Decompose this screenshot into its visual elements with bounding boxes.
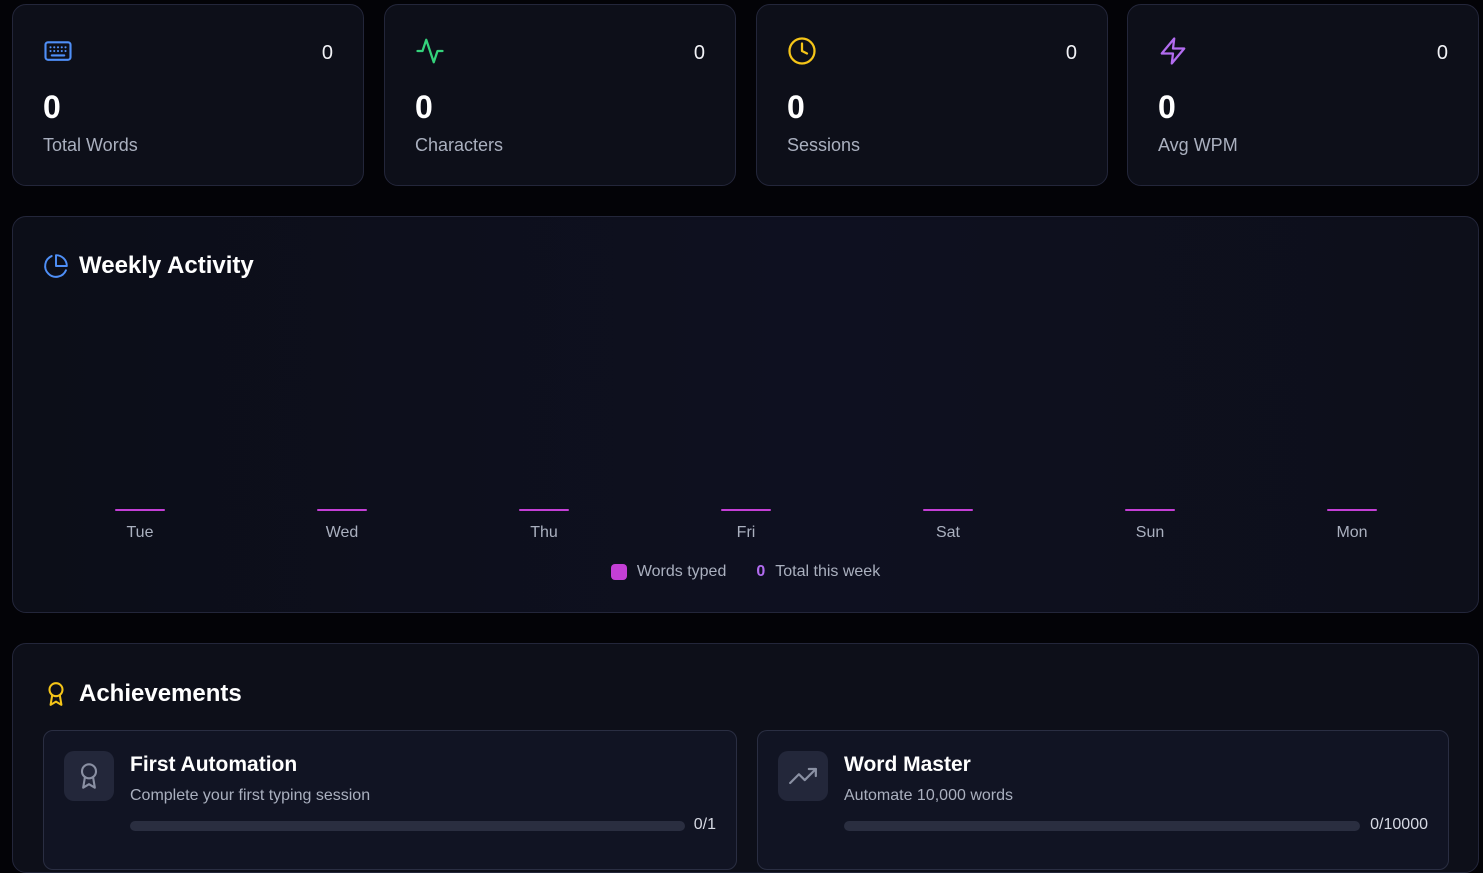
stat-value: 0: [415, 89, 433, 125]
chart-legend: Words typed 0 Total this week: [13, 563, 1478, 581]
stat-label: Sessions: [787, 135, 861, 155]
weekly-activity-title: Weekly Activity: [79, 252, 254, 279]
clock-icon: [787, 36, 817, 66]
chart-bar-sun: [1125, 509, 1175, 511]
chart-tick-label: Thu: [530, 524, 558, 541]
chart-tick-label: Mon: [1336, 524, 1367, 541]
weekly-activity-chart: Tue Wed Thu Fri Sat Sun Mon: [115, 509, 1377, 541]
achievement-description: Automate 10,000 words: [844, 787, 1013, 804]
achievement-progress-bar: [130, 821, 685, 831]
chart-bar-thu: [519, 509, 569, 511]
chart-bar-sat: [923, 509, 973, 511]
chart-bar-tue: [115, 509, 165, 511]
total-this-week-label: Total this week: [775, 563, 881, 580]
legend-swatch: [610, 564, 627, 580]
weekly-activity-header: Weekly Activity: [43, 252, 254, 280]
stat-badge: 0: [1436, 42, 1448, 64]
achievement-progress-bar: [844, 821, 1360, 831]
achievement-first-automation: First Automation Complete your first typ…: [43, 730, 737, 870]
stat-label: Total Words: [43, 135, 138, 155]
keyboard-icon: [43, 36, 73, 66]
achievement-description: Complete your first typing session: [130, 787, 371, 804]
achievement-progress-text: 0/1: [693, 816, 716, 833]
chart-bar-wed: [317, 509, 367, 511]
stat-card-avg-wpm: 0 0 Avg WPM: [1127, 4, 1479, 186]
stat-badge: 0: [693, 42, 705, 64]
stat-label: Avg WPM: [1158, 135, 1238, 155]
stat-value: 0: [1158, 89, 1176, 125]
stat-card-sessions: 0 0 Sessions: [756, 4, 1108, 186]
award-icon: [43, 681, 69, 707]
achievements-card: Achievements First Automation Complete y…: [12, 643, 1479, 873]
weekly-activity-card: Weekly Activity Tue Wed Thu Fri Sat Sun Mon Wo…: [12, 216, 1479, 613]
trending-up-icon: [778, 751, 828, 801]
stat-label: Characters: [415, 135, 504, 155]
activity-icon: [415, 36, 445, 66]
stat-card-total-words: 0 0 Total Words: [12, 4, 364, 186]
chart-bar-fri: [721, 509, 771, 511]
zap-icon: [1158, 36, 1188, 66]
stat-value: 0: [787, 89, 805, 125]
stat-value: 0: [43, 89, 61, 125]
achievement-word-master: Word Master Automate 10,000 words 0/1000…: [757, 730, 1449, 870]
pie-chart-icon: [43, 253, 69, 279]
legend-label: Words typed: [636, 563, 727, 580]
achievement-progress-text: 0/10000: [1370, 816, 1428, 833]
stat-badge: 0: [321, 42, 333, 64]
chart-tick-label: Sun: [1136, 524, 1164, 541]
achievement-title: Word Master: [844, 753, 971, 776]
stat-badge: 0: [1065, 42, 1077, 64]
chart-tick-label: Tue: [127, 524, 154, 541]
chart-bar-mon: [1327, 509, 1377, 511]
chart-tick-label: Sat: [936, 524, 961, 541]
total-this-week-value: 0: [756, 563, 766, 580]
stat-card-characters: 0 0 Characters: [384, 4, 736, 186]
award-icon: [64, 751, 114, 801]
achievements-header: Achievements: [43, 680, 242, 708]
chart-tick-label: Wed: [326, 524, 359, 541]
achievements-title: Achievements: [79, 680, 242, 707]
chart-tick-label: Fri: [737, 524, 756, 541]
achievement-title: First Automation: [130, 753, 298, 776]
